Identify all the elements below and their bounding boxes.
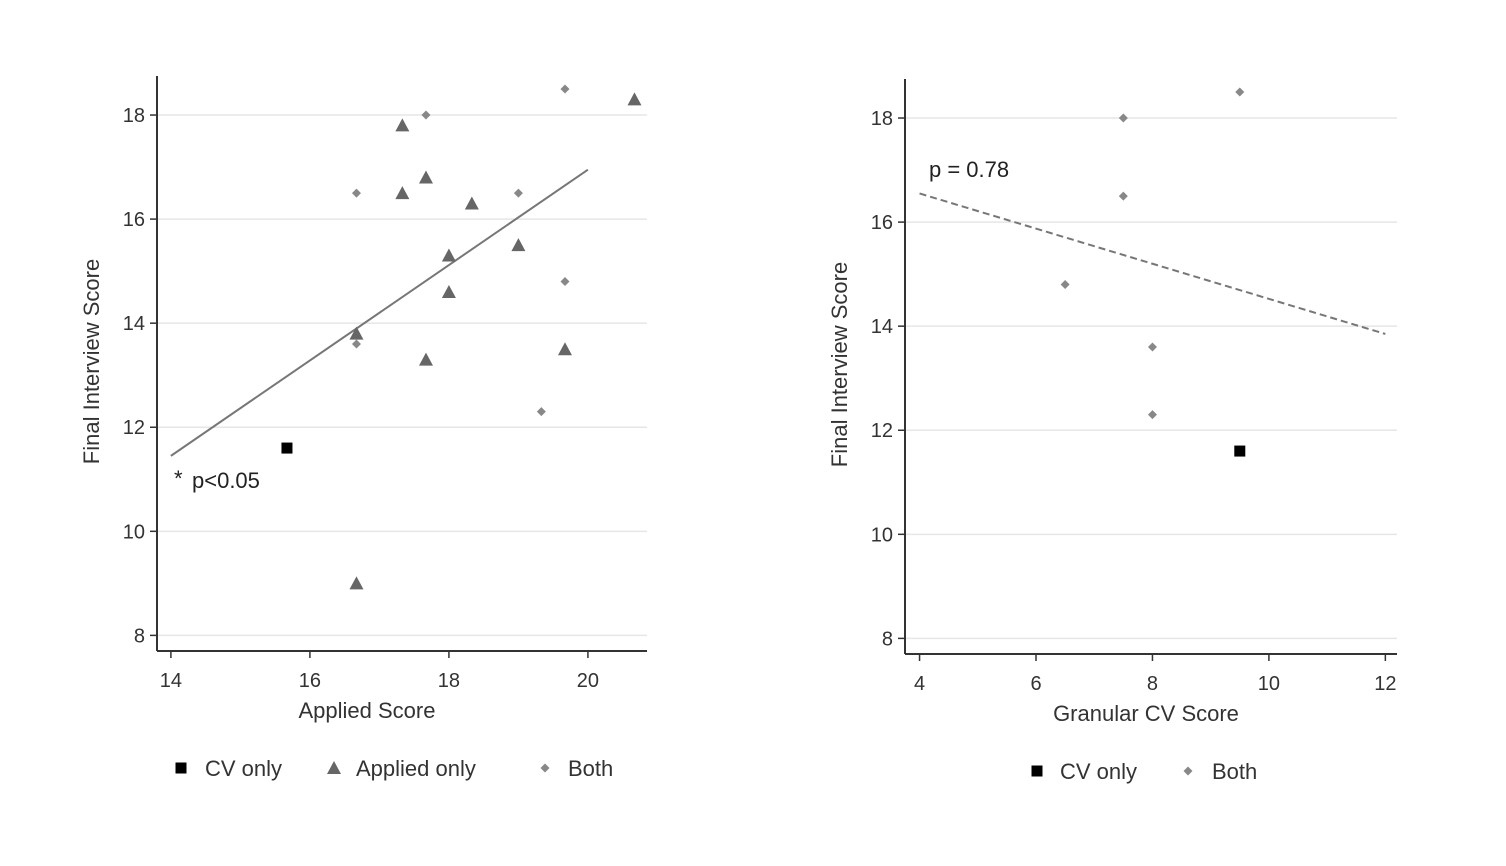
x-tick-label: 20 (577, 670, 599, 692)
series-cv-only (281, 442, 293, 454)
y-tick-label: 16 (871, 212, 893, 234)
y-tick-label: 14 (123, 313, 145, 335)
data-point (513, 188, 523, 198)
y-tick-label: 14 (871, 316, 893, 338)
fit-line (170, 168, 589, 457)
legend-label: Both (1212, 759, 1257, 784)
series-cv-only (1234, 445, 1246, 457)
x-tick-label: 14 (160, 670, 182, 692)
data-point (349, 326, 364, 340)
x-tick-label: 10 (1258, 673, 1280, 695)
fit-line (919, 192, 1386, 335)
data-point (1147, 410, 1157, 420)
p-value-annotation: p = 0.78 (929, 157, 1009, 182)
chart-1: 8 10 12 14 16 18 14 16 18 20 Applied Score Final In… (79, 76, 647, 781)
y-tick-label: 10 (123, 521, 145, 543)
y-tick-label: 12 (871, 420, 893, 442)
legend-label: Both (568, 756, 613, 781)
y-axis-title: Final Interview Score (79, 259, 104, 464)
legend-label: Applied only (356, 756, 476, 781)
data-point (349, 576, 364, 590)
data-point (511, 238, 526, 252)
data-point (1118, 113, 1128, 123)
diamond-marker-icon (540, 763, 550, 773)
series-applied-only (349, 92, 642, 590)
legend: CV only Both (1031, 759, 1257, 784)
y-tick-label: 18 (871, 108, 893, 130)
y-axis-title: Final Interview Score (827, 262, 852, 467)
data-point (557, 342, 572, 356)
data-point (418, 170, 433, 184)
x-axis-title: Applied Score (299, 698, 436, 723)
x-tick-label: 4 (914, 673, 925, 695)
data-point (560, 277, 570, 287)
y-tick-label: 12 (123, 417, 145, 439)
data-point (441, 284, 456, 298)
square-marker-icon (175, 762, 187, 774)
legend-item: Applied only (327, 756, 476, 781)
data-point (627, 92, 642, 106)
data-point (395, 118, 410, 132)
data-point (560, 84, 570, 94)
legend: CV only Applied only Both (175, 756, 613, 781)
legend-item: Both (540, 756, 613, 781)
data-point (1060, 280, 1070, 290)
data-point (421, 110, 431, 120)
legend-label: CV only (205, 756, 282, 781)
series-both (1060, 87, 1245, 420)
y-tick-label: 8 (882, 628, 893, 650)
data-point (1235, 87, 1245, 97)
y-tick-label: 16 (123, 209, 145, 231)
data-point (351, 339, 361, 349)
x-tick-label: 12 (1374, 673, 1396, 695)
y-tick-label: 8 (134, 625, 145, 647)
data-point (1147, 342, 1157, 352)
data-point (418, 352, 433, 366)
x-tick-label: 16 (299, 670, 321, 692)
data-point (441, 248, 456, 262)
data-point (464, 196, 479, 210)
legend-item: CV only (1031, 759, 1137, 784)
data-point (395, 186, 410, 200)
series-both (351, 84, 570, 417)
x-tick-label: 6 (1030, 673, 1041, 695)
legend-item: CV only (175, 756, 282, 781)
data-point (281, 442, 293, 454)
legend-label: CV only (1060, 759, 1137, 784)
significance-star-icon: * (174, 466, 183, 491)
p-value-annotation: p<0.05 (192, 468, 260, 493)
x-axis-title: Granular CV Score (1053, 701, 1239, 726)
x-tick-label: 18 (438, 670, 460, 692)
data-point (536, 407, 546, 417)
data-point (1118, 191, 1128, 201)
square-marker-icon (1031, 765, 1043, 777)
legend-item: Both (1183, 759, 1257, 784)
diamond-marker-icon (1183, 766, 1193, 776)
y-tick-label: 10 (871, 524, 893, 546)
data-point (351, 188, 361, 198)
y-tick-label: 18 (123, 105, 145, 127)
x-tick-label: 8 (1147, 673, 1158, 695)
triangle-marker-icon (327, 761, 341, 774)
chart-2: 8 10 12 14 16 18 4 6 8 10 12 Granular CV Score Final… (827, 79, 1397, 784)
data-point (1234, 445, 1246, 457)
